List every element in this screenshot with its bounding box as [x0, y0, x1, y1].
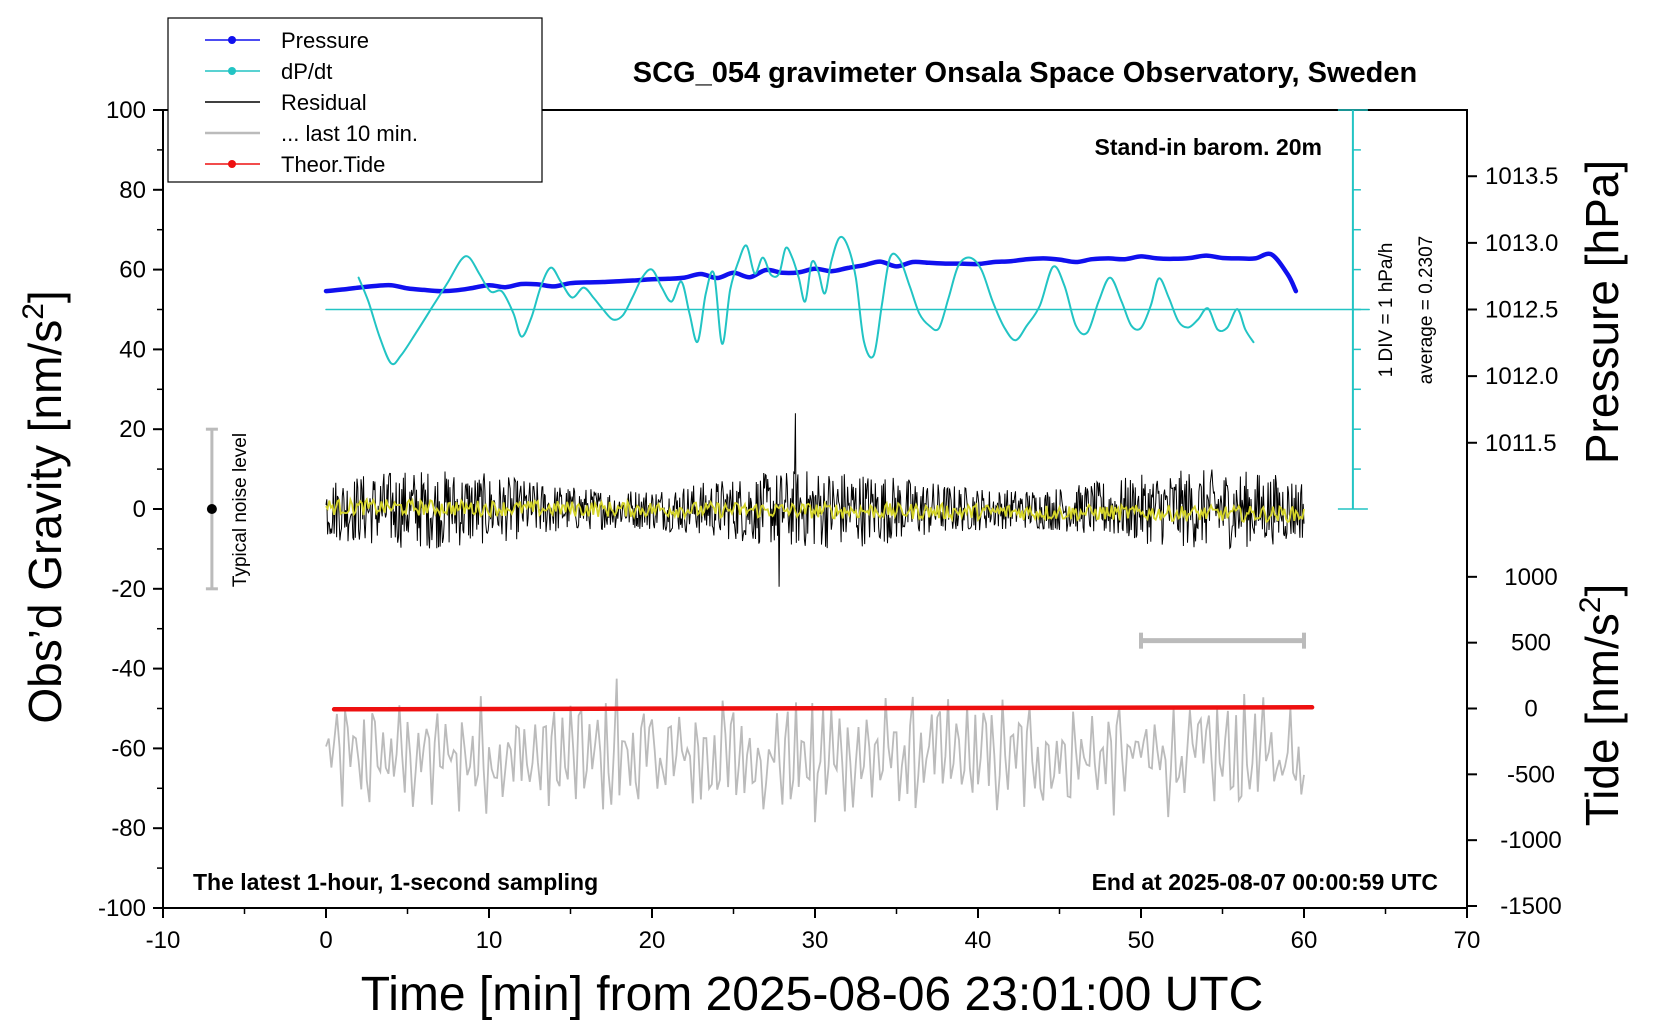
noise-level-dot	[206, 504, 217, 514]
y-axis-title: Obs’d Gravity [nm/s2]	[17, 290, 71, 723]
legend-box	[167, 17, 543, 183]
series-residual	[325, 413, 1305, 587]
pressure-tick-label: 1011.5	[1485, 430, 1557, 457]
x-tick-label: 70	[1454, 927, 1481, 954]
x-tick-label: -10	[146, 927, 181, 954]
noise-level-label: Typical noise level	[230, 433, 251, 587]
y-tick-label: -60	[111, 735, 146, 762]
x-tick-label: 60	[1291, 927, 1318, 954]
axis-layer: -10 0 10 20 30 40 50 60 70100806040200-20-40-60-…	[98, 97, 1562, 954]
tide-axis-title-superscript: 2	[1574, 597, 1607, 614]
y-axis-title-end: ]	[19, 290, 71, 303]
legend: Pressure dP/dt Residual ... last 10 min. The…	[167, 17, 543, 183]
legend-item: Residual	[205, 90, 367, 115]
legend-label: dP/dt	[281, 59, 332, 84]
pressure-tick-label: 1013.0	[1485, 230, 1558, 257]
y-tick-label: -20	[111, 576, 146, 603]
x-tick-label: 10	[476, 927, 503, 954]
tide-tick-label: 1000	[1504, 564, 1557, 591]
series-last10	[325, 678, 1305, 823]
legend-item: ... last 10 min.	[205, 121, 418, 146]
legend-label: Pressure	[281, 28, 369, 53]
series-layer	[205, 109, 1370, 823]
end-time-note: End at 2025-08-07 00:00:59 UTC	[1092, 869, 1438, 895]
x-tick-label: 30	[802, 927, 829, 954]
y-tick-label: 80	[119, 177, 146, 204]
series-residual-smoothed	[325, 496, 1305, 524]
legend-swatch-marker	[228, 160, 236, 168]
x-tick-label: 20	[639, 927, 666, 954]
tide-tick-label: -500	[1507, 761, 1555, 788]
pressure-axis-title: Pressure [hPa]	[1576, 160, 1628, 464]
pressure-tick-label: 1012.5	[1485, 297, 1558, 324]
y-tick-label: -80	[111, 815, 146, 842]
legend-item: dP/dt	[205, 59, 332, 84]
average-note: average = 0.2307	[1416, 236, 1437, 384]
y-tick-label: 0	[133, 496, 146, 523]
legend-item: Pressure	[205, 28, 369, 53]
pressure-tick-label: 1013.5	[1485, 163, 1558, 190]
x-axis-title: Time [min] from 2025-08-06 23:01:00 UTC	[361, 968, 1264, 1020]
tide-tick-label: -1500	[1500, 893, 1561, 920]
x-tick-label: 0	[319, 927, 332, 954]
tide-axis-title-end: ]	[1576, 584, 1628, 597]
pressure-tick-label: 1012.0	[1485, 363, 1558, 390]
y-tick-label: 60	[119, 257, 146, 284]
series-dpdt	[357, 235, 1255, 366]
legend-label: Residual	[281, 90, 367, 115]
x-tick-label: 50	[1128, 927, 1155, 954]
legend-swatch-marker	[228, 36, 236, 44]
tide-tick-label: 500	[1511, 630, 1551, 657]
y-tick-label: -40	[111, 656, 146, 683]
tide-axis-title: Tide [nm/s2]	[1574, 584, 1628, 827]
barometer-note: Stand-in barom. 20m	[1095, 134, 1322, 160]
legend-label: Theor.Tide	[281, 152, 385, 177]
y-axis-title-superscript: 2	[17, 303, 50, 320]
tide-axis-title-main: Tide [nm/s	[1576, 613, 1628, 826]
tide-tick-label: 0	[1524, 696, 1537, 723]
legend-item: Theor.Tide	[205, 152, 385, 177]
y-tick-label: -100	[98, 895, 146, 922]
sampling-note: The latest 1-hour, 1-second sampling	[193, 869, 598, 895]
x-tick-label: 40	[965, 927, 992, 954]
y-axis-title-main: Obs’d Gravity [nm/s	[19, 320, 71, 724]
tide-tick-label: -1000	[1500, 827, 1561, 854]
series-theoretical-tide	[331, 705, 1315, 712]
legend-label: ... last 10 min.	[281, 121, 418, 146]
chart-title: SCG_054 gravimeter Onsala Space Observat…	[633, 57, 1417, 89]
series-pressure	[323, 251, 1299, 294]
y-tick-label: 20	[119, 416, 146, 443]
legend-swatch-marker	[228, 67, 236, 75]
y-tick-label: 100	[106, 97, 146, 124]
div-scale-note: 1 DIV = 1 hPa/h	[1376, 243, 1397, 378]
y-tick-label: 40	[119, 336, 146, 363]
